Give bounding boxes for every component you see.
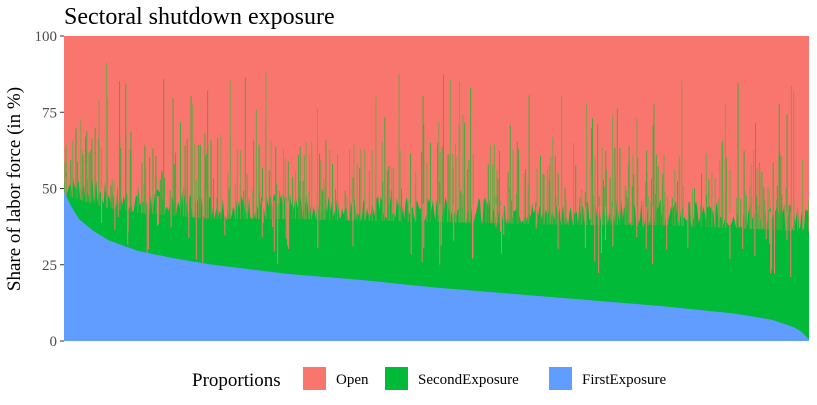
area-first-exposure [64,191,809,341]
chart-title: Sectoral shutdown exposure [64,4,335,30]
y-tick-label: 100 [35,29,58,45]
legend-swatch [549,367,572,390]
y-tick-label: 75 [42,105,57,121]
legend-label: SecondExposure [418,372,519,388]
legend-label: FirstExposure [582,372,667,388]
plot-area [64,36,810,341]
y-axis: 0 25 50 75 100 [35,29,64,350]
y-tick-label: 0 [50,334,58,350]
y-tick-label: 50 [42,182,57,198]
legend-swatch [303,367,326,390]
y-axis-title: Share of labor force (in %) [4,87,25,291]
legend-label: Open [336,372,369,388]
y-tick-label: 25 [42,258,57,274]
legend: Proportions Open SecondExposure FirstExpos… [192,367,667,391]
legend-title: Proportions [192,370,281,391]
second-exposure-spikes [64,62,810,278]
legend-swatch [385,367,408,390]
